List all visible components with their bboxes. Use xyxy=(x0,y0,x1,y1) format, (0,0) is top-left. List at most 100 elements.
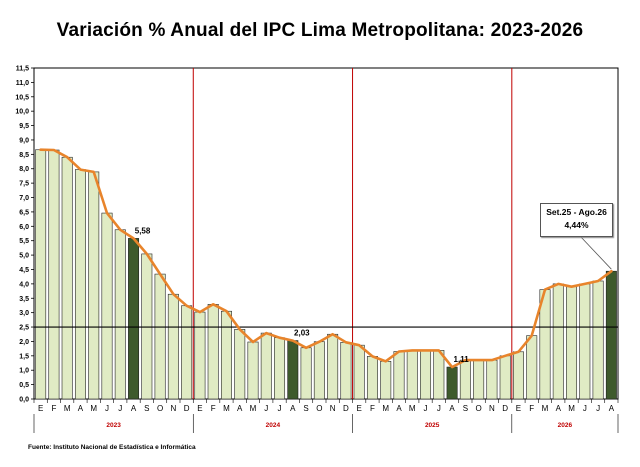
bar xyxy=(154,273,166,400)
y-tick-label: 4,0 xyxy=(19,281,29,288)
year-label: 2023 xyxy=(106,422,121,429)
bar xyxy=(300,347,312,400)
bar xyxy=(486,359,498,400)
x-tick-label: S xyxy=(144,404,149,413)
data-label: 2,03 xyxy=(294,329,310,338)
bar xyxy=(579,283,591,400)
y-tick-label: 6,5 xyxy=(19,209,29,216)
bar xyxy=(446,366,458,400)
y-tick-label: 10,0 xyxy=(15,109,29,116)
x-tick-label: D xyxy=(184,404,190,413)
x-tick-label: A xyxy=(449,404,455,413)
bar xyxy=(61,156,73,400)
x-tick-label: F xyxy=(211,404,216,413)
x-tick-label: M xyxy=(409,404,416,413)
y-tick-label: 6,0 xyxy=(19,224,29,231)
y-tick-label: 11,0 xyxy=(16,80,29,87)
bar xyxy=(287,340,299,400)
chart-title: Variación % Anual del IPC Lima Metropoli… xyxy=(56,20,584,41)
x-tick-label: S xyxy=(303,404,308,413)
bar xyxy=(566,286,578,400)
y-tick-label: 11,5 xyxy=(16,66,29,73)
x-tick-label: M xyxy=(568,404,575,413)
annotation-callout: Set.25 - Ago.26 4,44% xyxy=(540,203,613,237)
x-tick-label: M xyxy=(90,404,97,413)
year-label: 2024 xyxy=(266,422,281,429)
bar xyxy=(393,351,405,400)
x-tick-label: A xyxy=(609,404,615,413)
x-tick-label: F xyxy=(529,404,534,413)
x-tick-label: J xyxy=(105,404,109,413)
y-tick-label: 0,0 xyxy=(19,397,29,404)
x-tick-label: O xyxy=(476,404,482,413)
x-tick-label: N xyxy=(330,404,336,413)
x-tick-label: F xyxy=(51,404,56,413)
data-label: 5,58 xyxy=(135,226,151,235)
x-tick-label: M xyxy=(250,404,257,413)
x-tick-label: E xyxy=(197,404,202,413)
bar xyxy=(234,329,246,400)
y-tick-label: 9,0 xyxy=(19,137,29,144)
x-tick-label: J xyxy=(583,404,587,413)
x-tick-label: J xyxy=(264,404,268,413)
bar xyxy=(114,229,126,400)
bar xyxy=(406,350,418,400)
x-tick-label: S xyxy=(463,404,468,413)
annotation-pointer xyxy=(579,235,612,270)
x-tick-label: E xyxy=(38,404,43,413)
source-note: Fuente: Instituto Nacional de Estadístic… xyxy=(28,444,196,451)
y-tick-label: 1,0 xyxy=(19,368,29,375)
y-tick-label: 7,5 xyxy=(19,181,29,188)
bar xyxy=(433,350,445,400)
year-label: 2025 xyxy=(425,422,440,429)
x-tick-label: J xyxy=(596,404,600,413)
data-label: 1,11 xyxy=(454,355,470,364)
bar xyxy=(274,337,286,400)
x-tick-label: A xyxy=(290,404,296,413)
bar xyxy=(247,341,259,400)
x-tick-label: N xyxy=(489,404,495,413)
y-tick-label: 4,5 xyxy=(19,267,29,274)
x-tick-label: O xyxy=(316,404,322,413)
x-tick-label: M xyxy=(64,404,71,413)
x-tick-label: A xyxy=(396,404,402,413)
annotation-line-2: 4,44% xyxy=(564,220,589,230)
y-tick-label: 2,0 xyxy=(19,339,29,346)
x-tick-label: A xyxy=(78,404,84,413)
bar xyxy=(128,238,140,400)
x-tick-label: J xyxy=(424,404,428,413)
annotation-line-1: Set.25 - Ago.26 xyxy=(546,207,607,217)
x-tick-label: E xyxy=(357,404,362,413)
bar xyxy=(207,304,219,400)
bar xyxy=(194,311,206,400)
bar xyxy=(353,344,365,400)
y-tick-label: 3,0 xyxy=(19,310,29,317)
x-tick-label: E xyxy=(516,404,521,413)
y-tick-label: 1,5 xyxy=(19,353,29,360)
x-tick-label: D xyxy=(343,404,349,413)
bar xyxy=(380,360,392,400)
y-tick-label: 5,0 xyxy=(19,253,29,260)
x-tick-label: O xyxy=(157,404,163,413)
bar xyxy=(181,305,193,400)
y-tick-label: 5,5 xyxy=(19,238,29,245)
bar xyxy=(420,350,432,400)
x-tick-label: A xyxy=(556,404,562,413)
bar xyxy=(220,310,232,400)
bar xyxy=(340,341,352,400)
x-tick-label: F xyxy=(370,404,375,413)
bar xyxy=(592,280,604,400)
bar xyxy=(552,283,564,400)
bar xyxy=(167,293,179,400)
year-label: 2026 xyxy=(558,422,573,429)
bar xyxy=(74,169,86,400)
bar xyxy=(101,212,113,400)
bar xyxy=(327,333,339,400)
bar xyxy=(35,149,47,400)
y-tick-label: 3,5 xyxy=(19,296,29,303)
y-tick-label: 10,5 xyxy=(15,94,29,101)
bar xyxy=(512,351,524,400)
bar xyxy=(499,355,511,400)
trend-line xyxy=(39,148,613,369)
